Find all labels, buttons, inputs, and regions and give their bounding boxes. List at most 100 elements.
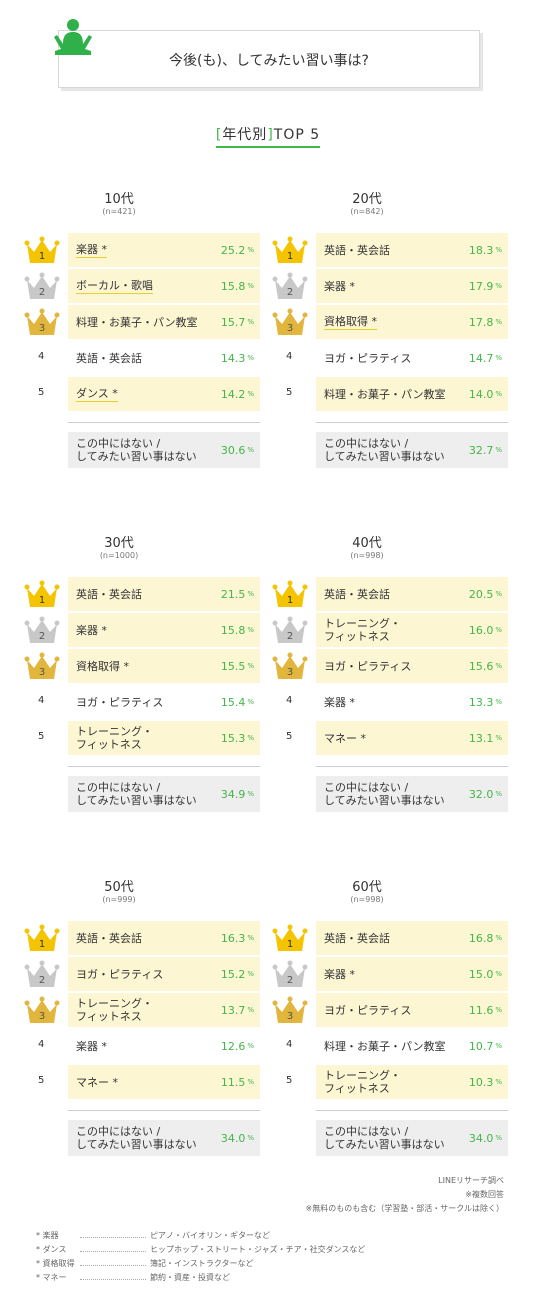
sample-size: (n=998) [350,895,384,904]
sample-size: (n=1000) [99,551,139,560]
footnote: * 資格取得 簿記・インストラクターなど [36,1259,254,1268]
ranking-row: 1 英語・英会話 16.8% [272,921,508,955]
footnotes: * 楽器 ピアノ・バイオリン・ギターなど * ダンス ヒップホップ・ストリート・ジャ… [36,1230,476,1286]
percent-value: 14.2% [220,387,254,401]
age-label: 20代 [352,192,382,207]
ranking-row: 4 楽器 * 13.3% [272,685,508,719]
sample-size: (n=842) [350,207,384,216]
crown-icon: 2 [272,272,308,302]
row-background [68,921,260,955]
ranking-row: 4 料理・お菓子・パン教室 10.7% [272,1029,508,1063]
subtitle: [年代別]TOP 5 [0,124,536,148]
rank-number: 4 [286,1039,293,1050]
percent-value: 25.2% [220,243,254,257]
ranking-row: 4 英語・英会話 14.3% [24,341,260,375]
rank-number: 5 [38,387,45,398]
ranking-row: 4 楽器 * 12.6% [24,1029,260,1063]
multiple-answer-note: ※複数回答 [465,1190,504,1199]
ranking-row: 5 ダンス * 14.2% [24,377,260,411]
none-row: この中にはない / してみたい習い事はない 34.9% [24,776,260,812]
ranking-row: 5 トレーニング・ フィットネス 10.3% [272,1065,508,1099]
row-background [68,233,260,267]
crown-icon: 3 [24,308,60,338]
item-label: ダンス * [76,386,118,402]
crown-icon: 1 [24,924,60,954]
rank-number: 5 [286,731,293,742]
crown-icon: 1 [24,580,60,610]
percent-value: 15.8% [220,623,254,637]
crown-icon: 2 [24,272,60,302]
row-background [68,305,260,339]
rank-number: 2 [286,631,294,642]
percent-value: 34.0% [220,1131,254,1145]
ranking-row: 2 ヨガ・ピラティス 15.2% [24,957,260,991]
crown-icon: 1 [272,236,308,266]
percent-value: 20.5% [468,587,502,601]
ranking-row: 3 トレーニング・ フィットネス 13.7% [24,993,260,1027]
row-background [68,957,260,991]
age-group-4: 50代 (n=999) 1 英語・英会話 16.3% 2 ヨガ・ピラティス 15.2% 3 トレー… [24,876,260,1176]
row-background [316,993,508,1027]
rank-number: 5 [286,1075,293,1086]
item-label: 英語・英会話 [324,931,390,945]
bracket-close: ] [267,127,274,143]
rank-number: 3 [38,667,46,678]
age-label: 30代 [104,536,134,551]
percent-value: 18.3% [468,243,502,257]
subtitle-main: 年代別 [222,127,268,143]
percent-value: 16.3% [220,931,254,945]
percent-value: 13.3% [468,695,502,709]
ranking-row: 2 楽器 * 15.8% [24,613,260,647]
rank-number: 4 [286,695,293,706]
source-note: LINEリサーチ調べ ※複数回答 ※無料のものも含む（学習塾・部活・サークルは除… [306,1174,504,1216]
item-label: 英語・英会話 [76,587,142,601]
age-label: 60代 [352,880,382,895]
ranking-row: 1 楽器 * 25.2% [24,233,260,267]
percent-value: 13.7% [220,1003,254,1017]
ranking-row: 5 料理・お菓子・パン教室 14.0% [272,377,508,411]
rank-number: 1 [38,595,46,606]
row-background [316,776,508,812]
row-background [68,613,260,647]
item-label: ヨガ・ピラティス [76,695,164,709]
divider [316,422,508,423]
footnote: * マネー 節約・資産・投資など [36,1273,230,1282]
rank-number: 5 [38,1075,45,1086]
item-label: マネー * [76,1075,118,1089]
meditation-figure-icon [54,19,92,55]
rank-number: 3 [286,1011,294,1022]
item-label: ボーカル・歌唱 [76,278,153,294]
age-group-3: 40代 (n=998) 1 英語・英会話 20.5% 2 トレーニング・ フィットネス 16.… [272,532,508,832]
percent-value: 34.9% [220,787,254,801]
rank-number: 5 [286,387,293,398]
item-label: 楽器 * [76,623,107,637]
row-background [68,649,260,683]
percent-value: 10.7% [468,1039,502,1053]
crown-icon: 3 [272,308,308,338]
percent-value: 11.5% [220,1075,254,1089]
percent-value: 12.6% [220,1039,254,1053]
free-included-note: ※無料のものも含む（学習塾・部活・サークルは除く） [305,1204,504,1213]
percent-value: 14.7% [468,351,502,365]
ranking-row: 3 ヨガ・ピラティス 11.6% [272,993,508,1027]
row-background [68,432,260,468]
ranking-row: 3 料理・お菓子・パン教室 15.7% [24,305,260,339]
age-label: 40代 [352,536,382,551]
percent-value: 30.6% [220,443,254,457]
item-label: 楽器 * [324,967,355,981]
item-label: 資格取得 * [324,314,377,330]
percent-value: 11.6% [468,1003,502,1017]
none-row: この中にはない / してみたい習い事はない 34.0% [24,1120,260,1156]
rank-number: 2 [286,975,294,986]
ranking-row: 3 資格取得 * 17.8% [272,305,508,339]
rank-number: 2 [38,975,46,986]
rank-number: 3 [38,1011,46,1022]
percent-value: 14.3% [220,351,254,365]
row-background [68,1065,260,1099]
ranking-row: 2 楽器 * 17.9% [272,269,508,303]
divider [316,1110,508,1111]
footnote: * ダンス ヒップホップ・ストリート・ジャズ・チア・社交ダンスなど [36,1245,366,1254]
item-label: この中にはない / してみたい習い事はない [324,1125,445,1151]
crown-icon: 3 [24,996,60,1026]
crown-icon: 2 [272,960,308,990]
